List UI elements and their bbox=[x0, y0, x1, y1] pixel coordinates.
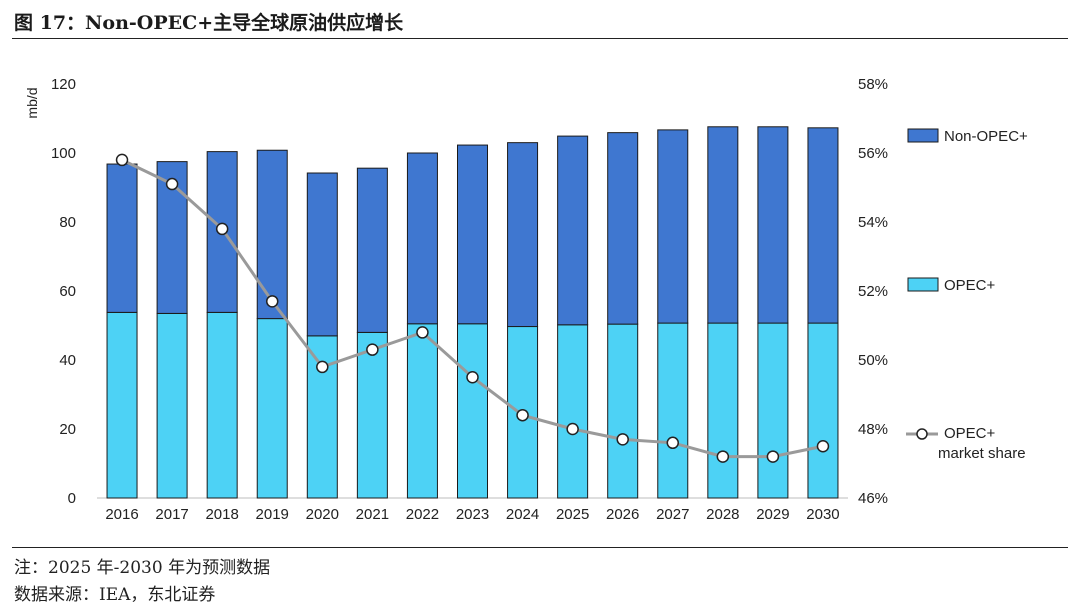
bar-non-opec-2021 bbox=[356, 167, 388, 333]
y-tick-label: 80 bbox=[59, 214, 76, 231]
y2-tick-label: 48% bbox=[858, 421, 888, 438]
market-share-point-2028 bbox=[716, 450, 730, 463]
legend-label-opec: OPEC+ bbox=[944, 277, 996, 294]
bar-non-opec-2019 bbox=[256, 149, 288, 320]
figure-title: 图 17：Non-OPEC+主导全球原油供应增长 bbox=[14, 12, 404, 34]
x-tick-label: 2025 bbox=[556, 506, 589, 523]
bar-non-opec-2020 bbox=[306, 172, 338, 337]
x-tick-label: 2027 bbox=[656, 506, 689, 523]
bar-opec-2016 bbox=[106, 311, 138, 499]
bar-opec-2025 bbox=[557, 324, 589, 499]
bar-opec-2021 bbox=[356, 331, 388, 499]
market-share-point-2022 bbox=[416, 326, 429, 339]
market-share-point-2020 bbox=[316, 360, 329, 374]
market-share-point-2025 bbox=[566, 422, 579, 436]
market-share-point-2023 bbox=[466, 371, 479, 384]
y2-tick-label: 46% bbox=[858, 490, 888, 507]
bar-non-opec-2016 bbox=[106, 163, 138, 313]
bar-non-opec-2026 bbox=[607, 132, 639, 325]
x-tick-label: 2016 bbox=[105, 506, 138, 523]
bar-opec-2018 bbox=[206, 311, 238, 499]
source-line: 数据来源：IEA，东北证券 bbox=[14, 585, 216, 605]
bar-opec-2019 bbox=[256, 318, 288, 499]
y-tick-label: 120 bbox=[51, 76, 76, 93]
y-tick-label: 60 bbox=[59, 283, 76, 300]
y-tick-label: 20 bbox=[59, 421, 76, 438]
footer-rule bbox=[12, 547, 1068, 548]
bar-non-opec-2023 bbox=[457, 144, 488, 325]
y-tick-label: 40 bbox=[59, 352, 76, 369]
bar-non-opec-2022 bbox=[406, 152, 438, 325]
x-tick-label: 2030 bbox=[806, 506, 839, 523]
x-tick-label: 2017 bbox=[155, 506, 188, 523]
market-share-point-2018 bbox=[215, 222, 229, 236]
bar-non-opec-2027 bbox=[657, 129, 689, 324]
y2-tick-label: 56% bbox=[858, 145, 888, 162]
footnote: 注：2025 年-2030 年为预测数据 bbox=[14, 558, 271, 578]
x-tick-label: 2021 bbox=[356, 506, 389, 523]
x-tick-label: 2020 bbox=[306, 506, 339, 523]
y2-tick-label: 52% bbox=[858, 283, 888, 300]
bar-opec-2023 bbox=[457, 323, 488, 499]
bar-opec-2026 bbox=[607, 323, 639, 499]
x-tick-label: 2018 bbox=[205, 506, 238, 523]
y2-tick-label: 58% bbox=[858, 76, 888, 93]
bar-opec-2020 bbox=[306, 335, 338, 499]
legend-label-non-opec: Non-OPEC+ bbox=[944, 128, 1028, 145]
y-axis-unit: mb/d bbox=[24, 87, 40, 118]
bar-non-opec-2030 bbox=[807, 127, 839, 324]
bar-non-opec-2024 bbox=[507, 142, 539, 328]
x-tick-label: 2024 bbox=[506, 506, 539, 523]
x-tick-label: 2028 bbox=[706, 506, 739, 523]
x-tick-label: 2022 bbox=[406, 506, 439, 523]
legend-swatch-opec bbox=[907, 277, 939, 292]
bar-non-opec-2025 bbox=[557, 135, 589, 326]
bar-opec-2029 bbox=[757, 322, 789, 499]
legend-label-share-line1: OPEC+ bbox=[944, 425, 996, 442]
bar-opec-2017 bbox=[156, 312, 188, 499]
bar-opec-2022 bbox=[406, 323, 438, 499]
x-tick-label: 2029 bbox=[756, 506, 789, 523]
market-share-point-2016 bbox=[115, 153, 129, 167]
bar-opec-2030 bbox=[807, 322, 839, 499]
x-tick-label: 2019 bbox=[256, 506, 289, 523]
market-share-point-2029 bbox=[766, 450, 780, 463]
market-share-point-2017 bbox=[165, 177, 179, 191]
x-tick-label: 2026 bbox=[606, 506, 639, 523]
market-share-point-2026 bbox=[616, 433, 629, 446]
y-tick-label: 100 bbox=[51, 145, 76, 162]
x-tick-label: 2023 bbox=[456, 506, 489, 523]
legend-label-share-line2: market share bbox=[938, 445, 1026, 462]
legend-swatch-share-marker bbox=[916, 428, 928, 440]
bar-opec-2028 bbox=[707, 322, 739, 499]
y-tick-label: 0 bbox=[68, 490, 76, 507]
market-share-point-2030 bbox=[816, 440, 830, 453]
legend-swatch-non-opec bbox=[907, 128, 939, 143]
stacked-bar-line-chart: 0 20 40 60 80 100 120 46% 48% 50% 52% 54% 56% 58% 2016… bbox=[24, 76, 1028, 523]
y2-tick-label: 50% bbox=[858, 352, 888, 369]
bar-non-opec-2028 bbox=[707, 126, 739, 324]
market-share-point-2024 bbox=[516, 408, 529, 422]
market-share-point-2021 bbox=[366, 343, 379, 356]
market-share-point-2019 bbox=[265, 295, 279, 308]
bar-opec-2027 bbox=[657, 322, 689, 499]
title-rule bbox=[12, 38, 1068, 39]
y2-tick-label: 54% bbox=[858, 214, 888, 231]
bar-non-opec-2029 bbox=[757, 126, 789, 324]
market-share-point-2027 bbox=[666, 436, 680, 450]
